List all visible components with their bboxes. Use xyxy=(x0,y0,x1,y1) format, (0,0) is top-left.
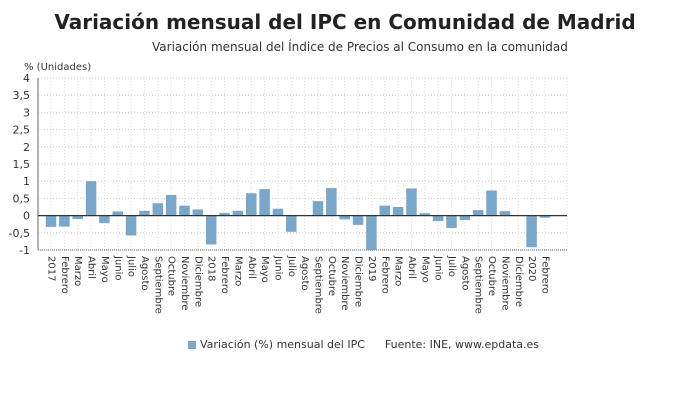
x-tick-label: Julio xyxy=(126,255,137,277)
x-tick-label: Octubre xyxy=(486,256,497,296)
x-tick-label: Marzo xyxy=(232,256,243,286)
x-tick-label: Octubre xyxy=(166,256,177,296)
bar xyxy=(272,208,284,216)
source-note: Fuente: INE, www.epdata.es xyxy=(384,338,540,351)
x-tick-label: Agosto xyxy=(299,256,310,291)
bar xyxy=(486,190,497,216)
x-tick-label: Junio xyxy=(272,255,283,281)
x-tick-label: 2017 xyxy=(46,256,57,281)
x-tick-label: Agosto xyxy=(139,256,150,291)
x-tick-label: Agosto xyxy=(459,256,470,291)
bar xyxy=(499,211,511,216)
y-tick-label: 3,5 xyxy=(13,89,31,102)
bar xyxy=(72,215,83,220)
legend: Variación (%) mensual del IPC Fuente: IN… xyxy=(188,338,539,351)
y-tick-label: -0,5 xyxy=(9,227,30,240)
y-axis-label: % (Unidades) xyxy=(24,62,91,73)
x-tick-label: Diciembre xyxy=(513,256,524,307)
x-tick-label: Febrero xyxy=(379,256,390,294)
bar xyxy=(112,211,123,216)
x-tick-label: Diciembre xyxy=(192,256,203,307)
x-tick-label: Febrero xyxy=(59,256,70,294)
x-tick-label: Febrero xyxy=(539,256,550,294)
bar xyxy=(152,203,164,216)
bar xyxy=(352,215,364,225)
x-tick-label: Noviembre xyxy=(499,256,510,311)
bar xyxy=(286,215,297,232)
x-tick-label: Octubre xyxy=(326,256,337,296)
bar xyxy=(446,215,457,228)
x-tick-label: Junio xyxy=(112,255,123,281)
x-tick-label: 2020 xyxy=(526,256,537,281)
legend-swatch xyxy=(188,340,196,349)
legend-label: Variación (%) mensual del IPC xyxy=(200,338,365,351)
bar xyxy=(312,201,324,216)
y-tick-label: 0 xyxy=(23,210,30,223)
y-tick-label: 1 xyxy=(23,175,30,188)
bar xyxy=(59,215,70,227)
bar xyxy=(472,210,484,216)
x-tick-label: Diciembre xyxy=(353,256,364,307)
y-tick-label: 1,5 xyxy=(13,158,31,171)
bar xyxy=(192,209,204,216)
y-tick-label: 0,5 xyxy=(13,192,31,205)
x-tick-label: Mayo xyxy=(99,256,110,283)
bar xyxy=(219,212,230,216)
bar xyxy=(125,215,137,236)
x-tick-label: Julio xyxy=(446,255,457,277)
x-tick-label: Junio xyxy=(433,255,444,281)
bar xyxy=(246,193,257,216)
x-tick-label: Abril xyxy=(86,256,97,279)
bar xyxy=(419,213,431,216)
chart-title: Variación mensual del IPC en Comunidad d… xyxy=(54,10,636,34)
x-tick-label: Marzo xyxy=(72,256,83,286)
x-tick-label: Julio xyxy=(286,255,297,277)
x-tick-label: Abril xyxy=(406,256,417,279)
bar xyxy=(85,181,97,216)
x-tick-label: Abril xyxy=(246,256,257,279)
bar xyxy=(139,210,150,216)
bar xyxy=(366,215,377,250)
bar xyxy=(232,210,244,216)
y-tick-label: 3 xyxy=(23,106,30,119)
chart-subtitle: Variación mensual del Índice de Precios … xyxy=(152,40,568,54)
x-tick-label: Septiembre xyxy=(473,256,484,314)
x-tick-label: Septiembre xyxy=(313,256,324,314)
y-tick-label: -1 xyxy=(19,244,30,257)
bar xyxy=(45,215,57,227)
bar xyxy=(99,215,110,224)
x-tick-label: Septiembre xyxy=(152,256,163,314)
bar xyxy=(165,194,177,216)
bar xyxy=(539,215,551,218)
x-tick-label: Febrero xyxy=(219,256,230,294)
x-tick-label: 2018 xyxy=(206,256,217,281)
y-tick-label: 4 xyxy=(23,72,30,85)
x-tick-label: 2019 xyxy=(366,256,377,281)
x-tick-label: Mayo xyxy=(259,256,270,283)
x-tick-label: Mayo xyxy=(419,256,430,283)
x-tick-label: Noviembre xyxy=(339,256,350,311)
x-tick-label: Marzo xyxy=(393,256,404,286)
y-tick-label: 2,5 xyxy=(13,124,31,137)
bar xyxy=(459,215,471,221)
bar xyxy=(259,189,270,216)
bar xyxy=(205,215,217,245)
y-tick-label: 2 xyxy=(23,141,30,154)
bar xyxy=(339,215,350,220)
x-tick-label: Noviembre xyxy=(179,256,190,311)
bar xyxy=(406,188,417,216)
bar xyxy=(326,188,337,216)
bar xyxy=(379,205,390,216)
bar xyxy=(526,215,537,248)
bar xyxy=(179,205,190,216)
bar xyxy=(432,215,444,222)
bar xyxy=(392,207,404,216)
